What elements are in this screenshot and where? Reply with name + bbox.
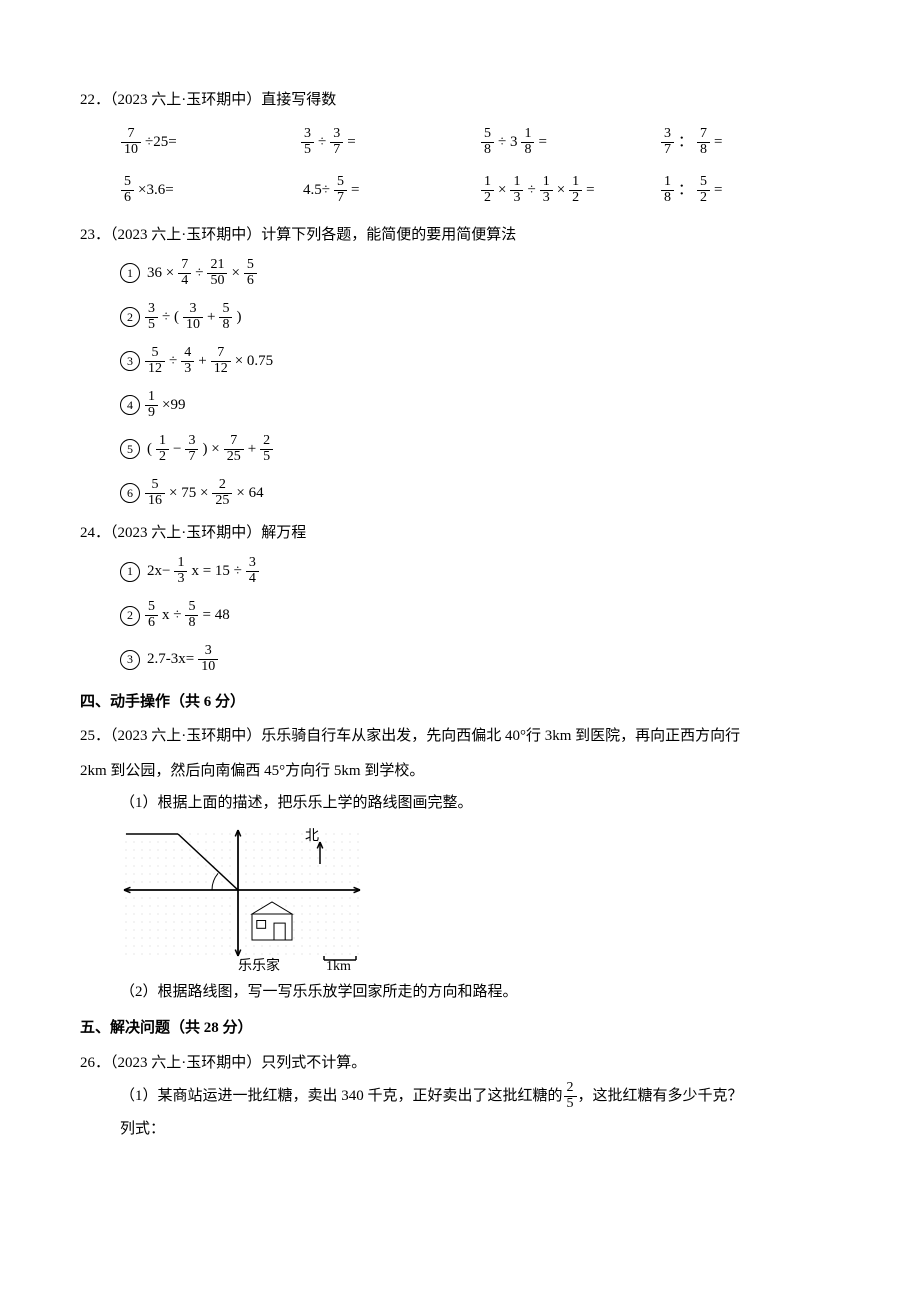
numbered-item: 12x−13x = 15 ÷ 34 xyxy=(80,552,840,592)
q26-s1a: （1）某商站运进一批红糖，卖出 340 千克，正好卖出了这批红糖的 xyxy=(120,1082,563,1111)
section-4-title: 四、动手操作（共 6 分） xyxy=(80,688,840,717)
q26-head: 26．（2023 六上·玉环期中）只列式不计算。 xyxy=(80,1049,840,1078)
item-number-icon: 2 xyxy=(120,307,140,327)
numbered-item: 32.7-3x=310 xyxy=(80,640,840,680)
q26-frac-den: 5 xyxy=(564,1097,577,1112)
svg-text:北: 北 xyxy=(305,828,319,844)
item-number-icon: 1 xyxy=(120,263,140,283)
q25-head: 25．（2023 六上·玉环期中）乐乐骑自行车从家出发，先向西偏北 40°行 3… xyxy=(80,722,840,751)
numbered-item: 256x ÷ 58 = 48 xyxy=(80,596,840,636)
item-number-icon: 6 xyxy=(120,483,140,503)
svg-text:乐乐家: 乐乐家 xyxy=(238,957,280,974)
item-number-icon: 3 xyxy=(120,650,140,670)
q26-s1b: ，这批红糖有多少千克？ xyxy=(578,1082,743,1111)
q26-frac-num: 2 xyxy=(564,1081,577,1097)
numbered-item: 3512 ÷ 43 + 712 × 0.75 xyxy=(80,341,840,381)
svg-text:1km: 1km xyxy=(326,959,351,974)
q25-head2: 2km 到公园，然后向南偏西 45°方向行 5km 到学校。 xyxy=(80,757,840,786)
q22-row: 56×3.6=4.5÷57=12×13÷13×12=18：52= xyxy=(80,167,840,215)
item-number-icon: 5 xyxy=(120,439,140,459)
route-diagram: 北乐乐家 1km xyxy=(120,824,380,974)
numbered-item: 6516 × 75 × 225 × 64 xyxy=(80,473,840,513)
numbered-item: 136 × 74 ÷ 2150 × 56 xyxy=(80,253,840,293)
q25-sub1: （1）根据上面的描述，把乐乐上学的路线图画完整。 xyxy=(80,789,840,818)
numbered-item: 5(12−37) × 725 + 25 xyxy=(80,429,840,469)
q24-items: 12x−13x = 15 ÷ 34256x ÷ 58 = 4832.7-3x=3… xyxy=(80,552,840,680)
section-5-title: 五、解决问题（共 28 分） xyxy=(80,1014,840,1043)
item-number-icon: 4 xyxy=(120,395,140,415)
item-number-icon: 2 xyxy=(120,606,140,626)
q26-frac: 2 5 xyxy=(564,1081,577,1111)
q23-head: 23．（2023 六上·玉环期中）计算下列各题，能简便的要用简便算法 xyxy=(80,221,840,250)
item-number-icon: 1 xyxy=(120,562,140,582)
numbered-item: 235 ÷ (310 + 58) xyxy=(80,297,840,337)
q23-items: 136 × 74 ÷ 2150 × 56235 ÷ (310 + 58)3512… xyxy=(80,253,840,513)
q26-sub1: （1）某商站运进一批红糖，卖出 340 千克，正好卖出了这批红糖的 2 5 ，这… xyxy=(80,1081,840,1111)
q22-head: 22．（2023 六上·玉环期中）直接写得数 xyxy=(80,86,840,115)
item-number-icon: 3 xyxy=(120,351,140,371)
q25-sub2: （2）根据路线图，写一写乐乐放学回家所走的方向和路程。 xyxy=(80,978,840,1007)
numbered-item: 419×99 xyxy=(80,385,840,425)
q24-head: 24．（2023 六上·玉环期中）解万程 xyxy=(80,519,840,548)
q26-lst: 列式： xyxy=(80,1115,840,1144)
q22-row: 710÷25=35÷37=58÷ 318=37：78= xyxy=(80,119,840,167)
q22-rows: 710÷25=35÷37=58÷ 318=37：78=56×3.6=4.5÷57… xyxy=(80,119,840,215)
q25-figure: 北乐乐家 1km xyxy=(80,824,840,974)
